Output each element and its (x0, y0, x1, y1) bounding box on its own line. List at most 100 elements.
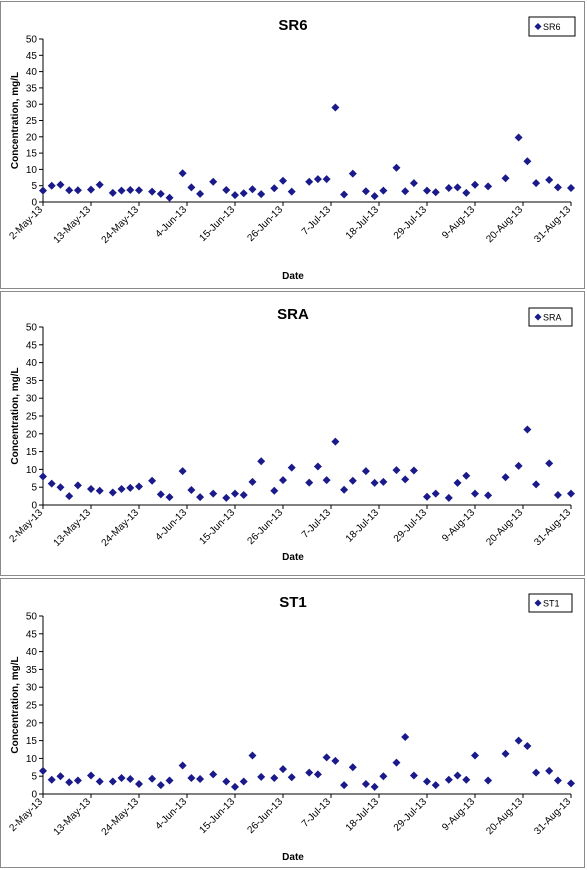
data-point-st1 (56, 772, 65, 781)
data-point-sr6 (567, 183, 575, 192)
data-point-sra (331, 437, 340, 446)
data-point-sra (532, 480, 541, 489)
y-tick-label: 50 (26, 323, 38, 334)
data-point-sr6 (313, 175, 322, 184)
y-axis-label: Concentration, mg/L (10, 72, 21, 169)
data-point-sr6 (87, 185, 95, 194)
x-tick-label: 9-Aug-13 (440, 507, 477, 544)
data-point-sr6 (165, 193, 174, 202)
data-point-sra (305, 478, 314, 487)
data-point-sra (165, 493, 174, 502)
x-tick-label: 18-Jul-13 (344, 796, 382, 834)
data-point-sra (126, 483, 135, 492)
data-point-sr6 (257, 190, 266, 199)
y-tick-label: 40 (26, 358, 38, 369)
data-point-sra (135, 482, 143, 491)
legend: SR6 (528, 16, 576, 37)
data-point-sr6 (322, 175, 331, 184)
data-point-sra (523, 425, 532, 434)
data-point-sr6 (65, 186, 74, 195)
y-tick-label: 35 (26, 83, 38, 94)
data-point-st1 (108, 777, 117, 786)
data-point-st1 (248, 751, 257, 760)
x-tick-label: 13-May-13 (52, 796, 94, 838)
data-point-st1 (156, 781, 165, 790)
data-point-st1 (187, 773, 196, 782)
data-point-st1 (401, 733, 410, 742)
chart-svg-sra: SRA 0 5 10 15 20 25 30 35 40 45 50 2-May-13 13-May-13… (7, 306, 575, 563)
data-point-sra (423, 492, 431, 501)
data-point-st1 (65, 778, 74, 787)
y-tick-label: 15 (26, 149, 38, 160)
legend-label: ST1 (543, 599, 560, 609)
data-point-sra (409, 466, 418, 475)
chart-panel-sra: SRA 0 5 10 15 20 25 30 35 40 45 50 2-May-13 13-May-13… (0, 291, 585, 576)
data-point-st1 (370, 782, 379, 791)
data-point-sr6 (361, 187, 370, 196)
x-tick-label: 18-Jul-13 (344, 204, 382, 242)
y-tick-label: 10 (26, 465, 38, 476)
y-tick-label: 20 (26, 429, 38, 440)
x-tick-label: 26-Jun-13 (246, 507, 286, 547)
data-point-st1 (379, 772, 388, 781)
data-point-sra (65, 492, 74, 501)
data-point-st1 (39, 766, 47, 775)
x-tick-label: 9-Aug-13 (440, 796, 477, 833)
data-point-sra (87, 484, 95, 493)
data-point-st1 (392, 758, 401, 767)
data-point-st1 (409, 771, 418, 780)
data-point-st1 (567, 779, 575, 788)
y-axis-label: Concentration, mg/L (10, 656, 21, 753)
data-point-sra (567, 489, 575, 498)
data-point-sra (401, 475, 410, 484)
data-point-sra (187, 486, 196, 495)
data-point-sra (361, 467, 370, 476)
data-point-sra (501, 473, 510, 482)
x-tick-label: 9-Aug-13 (440, 204, 477, 241)
data-point-sra (313, 462, 322, 471)
x-tick-label: 13-May-13 (52, 204, 94, 246)
data-point-sra (196, 493, 205, 502)
data-point-sr6 (523, 157, 532, 166)
data-point-sr6 (222, 185, 231, 194)
data-point-st1 (47, 775, 56, 784)
data-point-sr6 (148, 187, 157, 196)
data-point-st1 (523, 741, 532, 750)
chart-title: ST1 (279, 594, 307, 611)
legend-label: SRA (543, 313, 562, 323)
x-tick-label: 31-Aug-13 (532, 507, 573, 548)
data-point-st1 (322, 753, 331, 762)
chart-svg-sr6: SR6 0 5 10 15 20 25 30 35 40 45 50 2-May-13 13-May-13… (7, 16, 576, 282)
data-point-sr6 (156, 189, 165, 198)
y-tick-label: 30 (26, 394, 38, 405)
legend-box (528, 16, 576, 37)
y-tick-label: 50 (26, 35, 38, 46)
data-point-sr6 (514, 133, 523, 142)
data-point-st1 (231, 782, 239, 791)
data-point-sr6 (56, 180, 65, 189)
data-point-st1 (484, 776, 493, 785)
data-point-st1 (222, 777, 231, 786)
y-tick-label: 0 (31, 790, 37, 801)
data-point-sra (56, 483, 65, 492)
data-point-sra (231, 489, 239, 498)
data-point-sr6 (126, 185, 135, 194)
x-tick-label: 18-Jul-13 (344, 507, 382, 545)
x-tick-label: 4-Jun-13 (153, 507, 189, 543)
data-point-sra (287, 463, 296, 472)
data-point-st1 (257, 772, 266, 781)
data-point-st1 (178, 761, 187, 770)
data-point-st1 (196, 775, 205, 784)
legend-label: SR6 (543, 22, 561, 32)
data-point-st1 (431, 781, 440, 790)
data-point-sr6 (392, 163, 401, 172)
data-point-st1 (305, 768, 314, 777)
x-tick-label: 4-Jun-13 (153, 796, 189, 832)
x-tick-label: 13-May-13 (52, 507, 94, 549)
x-tick-label: 26-Jun-13 (246, 204, 286, 244)
data-point-sr6 (178, 169, 187, 178)
data-point-sr6 (453, 183, 462, 192)
data-point-sr6 (95, 180, 104, 189)
y-tick-label: 30 (26, 100, 38, 111)
data-point-st1 (287, 773, 296, 782)
